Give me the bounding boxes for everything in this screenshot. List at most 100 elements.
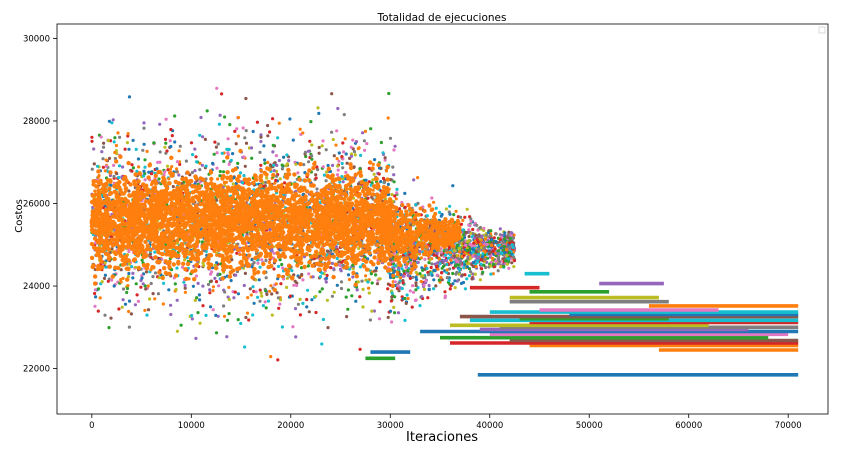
scatter-point: [400, 286, 404, 291]
scatter-point: [102, 276, 107, 280]
scatter-point: [106, 279, 110, 283]
scatter-point: [265, 176, 269, 180]
scatter-point: [194, 160, 199, 164]
scatter-point: [512, 259, 517, 263]
scatter-point: [377, 166, 382, 170]
scatter-point: [280, 167, 284, 171]
scatter-point: [266, 123, 270, 128]
scatter-point: [198, 298, 202, 302]
scatter-point: [300, 272, 304, 277]
scatter-point: [448, 251, 452, 255]
scatter-point: [412, 178, 416, 182]
scatter-point: [183, 286, 187, 290]
scatter-point: [439, 275, 443, 280]
scatter-point: [345, 315, 349, 319]
scatter-point: [511, 245, 515, 250]
scatter-point: [129, 312, 133, 316]
scatter-point: [235, 251, 239, 255]
scatter-point-dense: [311, 165, 316, 171]
scatter-point: [236, 134, 240, 138]
scatter-point: [447, 278, 451, 282]
scatter-point: [231, 182, 235, 186]
scatter-point: [264, 289, 268, 293]
scatter-point-dense: [307, 168, 312, 173]
scatter-point: [242, 155, 246, 159]
scatter-point: [346, 307, 350, 311]
scatter-point: [100, 280, 104, 284]
scatter-point: [213, 140, 217, 144]
scatter-point: [190, 314, 194, 318]
scatter-point: [143, 165, 147, 169]
scatter-point: [411, 284, 415, 288]
scatter-point: [496, 262, 500, 266]
scatter-point: [377, 172, 381, 176]
scatter-point: [308, 139, 312, 143]
scatter-point: [170, 165, 174, 169]
scatter-point: [273, 181, 277, 185]
scatter-point: [288, 294, 292, 298]
scatter-point: [503, 231, 507, 235]
scatter-point: [496, 251, 500, 256]
scatter-point: [125, 141, 129, 145]
scatter-point: [364, 178, 368, 182]
scatter-point: [488, 240, 492, 244]
scatter-point: [96, 309, 100, 313]
scatter-point-dense: [160, 251, 165, 257]
scatter-point: [208, 291, 212, 295]
scatter-point: [405, 262, 409, 266]
scatter-point: [403, 205, 407, 209]
scatter-point: [250, 156, 254, 160]
scatter-point: [260, 258, 264, 262]
scatter-point: [175, 167, 179, 171]
scatter-point: [382, 180, 387, 184]
scatter-point: [496, 269, 500, 273]
scatter-point: [490, 243, 494, 247]
scatter-point-dense: [273, 258, 278, 263]
scatter-point: [426, 296, 430, 300]
scatter-point: [217, 122, 221, 126]
scatter-point: [494, 259, 498, 263]
scatter-point: [387, 91, 391, 96]
scatter-point: [345, 161, 349, 165]
scatter-point: [236, 161, 240, 165]
scatter-point: [92, 147, 96, 151]
scatter-point: [117, 175, 121, 180]
scatter-point: [259, 168, 263, 172]
scatter-point: [503, 251, 507, 255]
scatter-point: [477, 247, 481, 251]
scatter-point: [126, 275, 130, 279]
scatter-point: [170, 134, 174, 138]
scatter-point: [361, 131, 365, 135]
scatter-point: [509, 231, 513, 235]
scatter-point: [158, 150, 162, 154]
scatter-point: [104, 265, 108, 269]
scatter-point: [134, 282, 138, 286]
scatter-point: [489, 264, 493, 268]
scatter-point: [512, 255, 516, 259]
scatter-point: [243, 271, 247, 275]
scatter-point: [465, 248, 469, 253]
scatter-point: [485, 242, 489, 247]
scatter-point: [457, 246, 461, 250]
data-marks: [89, 86, 799, 377]
scatter-point: [261, 304, 265, 308]
scatter-point: [458, 268, 462, 272]
scatter-point: [346, 288, 350, 292]
scatter-point: [131, 166, 135, 170]
scatter-point: [173, 114, 177, 118]
scatter-point: [271, 117, 275, 121]
scatter-point: [153, 297, 157, 301]
scatter-point: [316, 168, 320, 172]
scatter-point: [416, 286, 420, 290]
scatter-point: [462, 266, 466, 270]
scatter-point: [498, 237, 502, 242]
scatter-point: [222, 304, 226, 308]
scatter-point: [153, 250, 157, 254]
scatter-point: [478, 225, 483, 230]
scatter-point: [478, 242, 483, 246]
scatter-point: [214, 313, 218, 317]
scatter-point: [476, 228, 480, 232]
scatter-point: [509, 233, 513, 238]
scatter-point: [448, 267, 452, 271]
scatter-point: [173, 282, 177, 286]
